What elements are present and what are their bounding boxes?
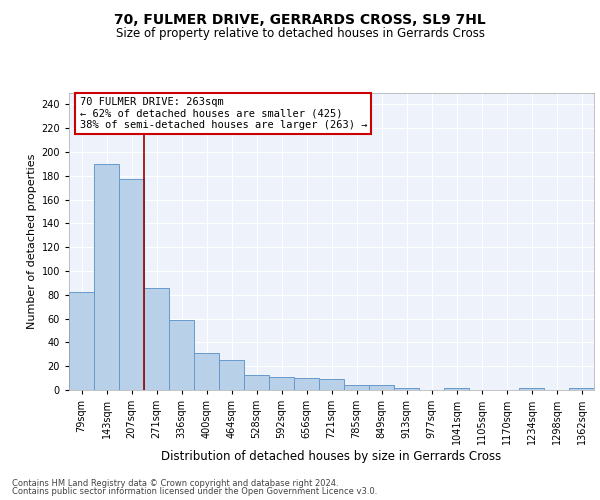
Bar	[244, 374, 269, 390]
Bar	[269, 377, 294, 390]
Text: 70, FULMER DRIVE, GERRARDS CROSS, SL9 7HL: 70, FULMER DRIVE, GERRARDS CROSS, SL9 7H…	[114, 12, 486, 26]
Text: 70 FULMER DRIVE: 263sqm
← 62% of detached houses are smaller (425)
38% of semi-d: 70 FULMER DRIVE: 263sqm ← 62% of detache…	[79, 97, 367, 130]
Bar	[369, 385, 394, 390]
Bar	[294, 378, 319, 390]
Bar	[169, 320, 194, 390]
Bar	[69, 292, 94, 390]
Bar	[394, 388, 419, 390]
Bar	[219, 360, 244, 390]
Text: Contains HM Land Registry data © Crown copyright and database right 2024.: Contains HM Land Registry data © Crown c…	[12, 478, 338, 488]
Text: Size of property relative to detached houses in Gerrards Cross: Size of property relative to detached ho…	[115, 28, 485, 40]
Bar	[144, 288, 169, 390]
Bar	[444, 388, 469, 390]
Text: Contains public sector information licensed under the Open Government Licence v3: Contains public sector information licen…	[12, 487, 377, 496]
Bar	[569, 388, 594, 390]
Y-axis label: Number of detached properties: Number of detached properties	[27, 154, 37, 329]
Bar	[319, 380, 344, 390]
X-axis label: Distribution of detached houses by size in Gerrards Cross: Distribution of detached houses by size …	[161, 450, 502, 463]
Bar	[344, 385, 369, 390]
Bar	[94, 164, 119, 390]
Bar	[194, 353, 219, 390]
Bar	[519, 388, 544, 390]
Bar	[119, 180, 144, 390]
